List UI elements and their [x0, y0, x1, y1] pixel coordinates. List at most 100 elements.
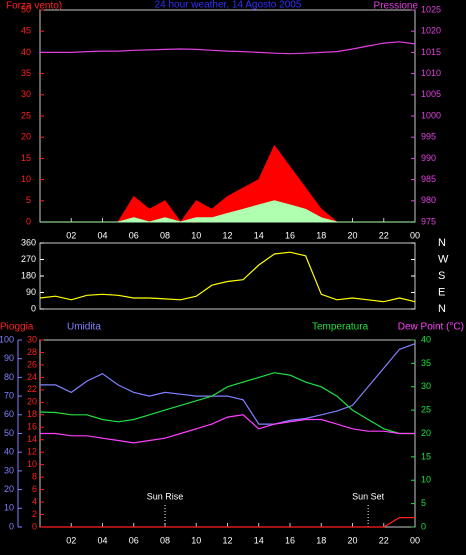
x-tick-label: 08	[160, 230, 170, 240]
x-tick-label: 00	[410, 535, 420, 545]
x-tick-label: 16	[285, 230, 295, 240]
y-tick-label: 30	[421, 381, 431, 391]
y-tick-label: 995	[421, 132, 436, 142]
y-tick-label: 40	[421, 334, 431, 344]
x-tick-label: 02	[66, 535, 76, 545]
series-line	[40, 343, 416, 425]
y-tick-label: 360	[21, 237, 36, 247]
x-tick-label: 12	[222, 535, 232, 545]
x-tick-label: 02	[66, 230, 76, 240]
x-tick-label: 20	[347, 535, 357, 545]
series-area	[40, 144, 415, 223]
y-tick-label: 985	[421, 174, 436, 184]
y-tick-label: 30	[4, 465, 14, 475]
y-tick-label: 14	[27, 434, 37, 444]
y-tick-label: 15	[421, 451, 431, 461]
y-tick-label: 45	[21, 26, 31, 36]
y-tick-label: 35	[21, 68, 31, 78]
y-tick-label: 0	[26, 216, 31, 226]
y-tick-label: 60	[4, 409, 14, 419]
y-tick-label: 20	[421, 428, 431, 438]
y-tick-label: 70	[4, 390, 14, 400]
y-tick-label: 0	[32, 521, 37, 531]
x-tick-label: 00	[410, 230, 420, 240]
y-tick-label: 20	[21, 132, 31, 142]
y-tick-label: 28	[27, 347, 37, 357]
series-line	[40, 414, 415, 444]
x-tick-label: 14	[254, 230, 264, 240]
series-line	[40, 517, 415, 528]
y-tick-label: 980	[421, 195, 436, 205]
annotation: Sun Rise	[147, 491, 184, 501]
y-tick-label: 24	[27, 372, 37, 382]
y-tick-label: 2	[32, 509, 37, 519]
x-tick-label: 06	[129, 230, 139, 240]
legend-label: Umidita	[67, 322, 101, 333]
y-tick-label: 180	[21, 270, 36, 280]
x-tick-label: 22	[379, 535, 389, 545]
y-tick-label: 50	[21, 4, 31, 14]
y-tick-label: 80	[4, 372, 14, 382]
y-tick-label: 20	[27, 397, 37, 407]
y-tick-label: 50	[4, 428, 14, 438]
y-tick-label: 8	[32, 472, 37, 482]
y-tick-label: 0	[9, 521, 14, 531]
x-tick-label: 12	[222, 230, 232, 240]
y-tick-label: 40	[21, 47, 31, 57]
legend-label: Dew Point (°C)	[398, 322, 464, 333]
y-tick-label: 990	[421, 153, 436, 163]
y-tick-label: 270	[21, 254, 36, 264]
y-tick-label: 25	[21, 110, 31, 120]
x-tick-label: 14	[254, 535, 264, 545]
x-tick-label: 04	[97, 230, 107, 240]
y-tick-label: 90	[4, 353, 14, 363]
y-tick-label: N	[438, 237, 446, 249]
y-tick-label: 10	[27, 459, 37, 469]
y-tick-label: 20	[4, 484, 14, 494]
y-tick-label: 1025	[421, 4, 441, 14]
y-tick-label: 6	[32, 484, 37, 494]
y-tick-label: 12	[27, 447, 37, 457]
x-tick-label: 16	[285, 535, 295, 545]
y-tick-label: 90	[26, 287, 36, 297]
y-tick-label: W	[438, 253, 449, 265]
y-tick-label: 4	[32, 496, 37, 506]
y-axis-title: Forza vento)	[6, 1, 62, 12]
y-tick-label: 5	[421, 498, 426, 508]
x-tick-label: 10	[191, 230, 201, 240]
x-tick-label: 18	[316, 535, 326, 545]
y-tick-label: S	[438, 270, 445, 282]
panel-frame	[39, 9, 416, 223]
y-tick-label: 5	[26, 195, 31, 205]
y-tick-label: 16	[27, 422, 37, 432]
y-tick-label: 1000	[421, 110, 441, 120]
y2-axis-title: Pressione	[374, 1, 419, 12]
y-tick-label: 30	[27, 334, 37, 344]
series-line	[39, 251, 416, 303]
x-tick-label: 06	[129, 535, 139, 545]
x-tick-label: 20	[347, 230, 357, 240]
x-tick-label: 04	[97, 535, 107, 545]
y-tick-label: 0	[31, 303, 36, 313]
y-tick-label: 1005	[421, 89, 441, 99]
y-tick-label: 35	[421, 358, 431, 368]
y-tick-label: 0	[421, 521, 426, 531]
y-tick-label: 18	[27, 409, 37, 419]
x-tick-label: 10	[191, 535, 201, 545]
y-tick-label: 25	[421, 405, 431, 415]
y-tick-label: 40	[4, 447, 14, 457]
series-area	[40, 200, 415, 223]
y-tick-label: 1020	[421, 26, 441, 36]
series-line	[40, 41, 416, 55]
y-tick-label: 1015	[421, 47, 441, 57]
chart-title: 24 hour weather, 14 Agosto 2005	[155, 0, 302, 11]
y-tick-label: 10	[4, 503, 14, 513]
series-line	[39, 372, 415, 435]
x-tick-label: 18	[316, 230, 326, 240]
legend-label: Pioggia	[0, 322, 34, 333]
y-tick-label: 10	[421, 475, 431, 485]
y-tick-label: 1010	[421, 68, 441, 78]
y-tick-label: 22	[27, 384, 37, 394]
x-tick-label: 08	[160, 535, 170, 545]
